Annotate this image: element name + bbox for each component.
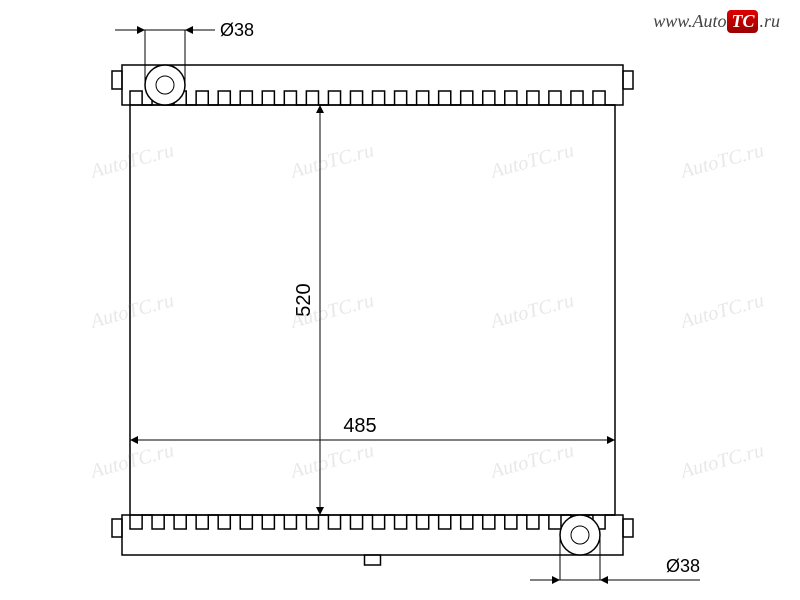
logo-suffix: .ru xyxy=(759,11,780,31)
logo-badge: TC xyxy=(727,10,758,33)
site-logo: www.AutoTC.ru xyxy=(653,10,780,33)
svg-text:520: 520 xyxy=(293,283,315,316)
svg-text:485: 485 xyxy=(343,415,376,437)
svg-text:Ø38: Ø38 xyxy=(220,20,254,40)
svg-text:Ø38: Ø38 xyxy=(666,556,700,576)
logo-prefix: www. xyxy=(653,11,692,31)
logo-mid: Auto xyxy=(692,11,726,31)
radiator-drawing: 485 520 Ø38 Ø38 xyxy=(0,0,800,600)
